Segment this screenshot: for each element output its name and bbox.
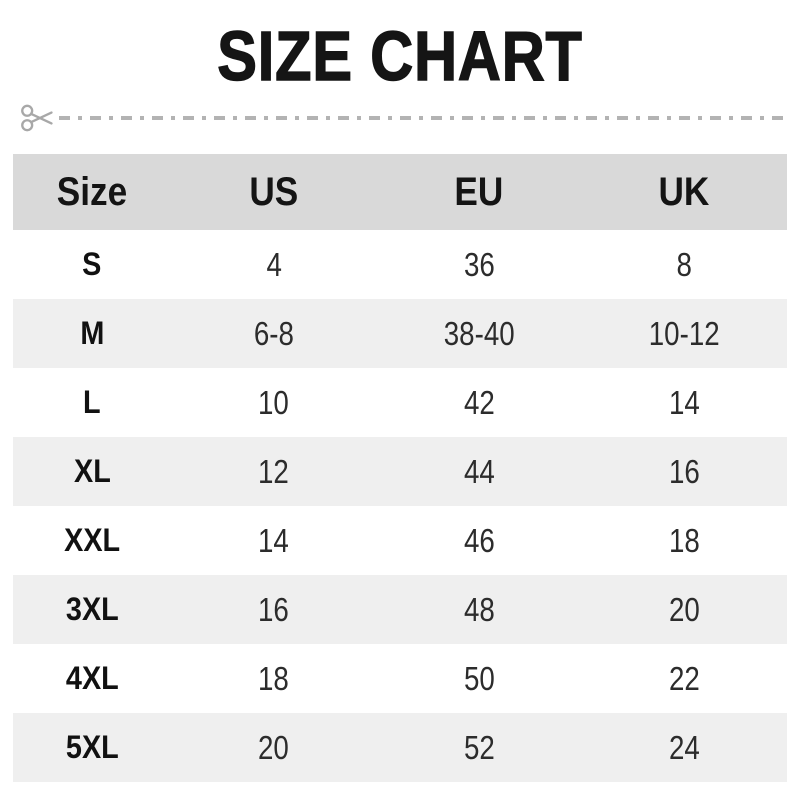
eu-value: 48 xyxy=(463,590,495,628)
column-header-eu: EU xyxy=(376,154,582,230)
size-label: S xyxy=(82,246,102,282)
table-row: S 4 36 8 xyxy=(13,230,787,299)
eu-value: 52 xyxy=(463,728,495,766)
uk-value: 18 xyxy=(668,521,700,559)
eu-value: 42 xyxy=(463,383,495,421)
us-value: 14 xyxy=(258,521,290,559)
page-title: SIZE CHART xyxy=(217,16,583,96)
us-value: 6-8 xyxy=(253,314,294,352)
eu-value: 38-40 xyxy=(443,314,515,352)
size-label: XL xyxy=(73,453,111,489)
table-row: M 6-8 38-40 10-12 xyxy=(13,299,787,368)
column-header-uk: UK xyxy=(581,154,787,230)
size-label: 5XL xyxy=(65,729,119,765)
size-label: 4XL xyxy=(65,660,119,696)
size-chart-page: SIZE CHART Size US EU UK S 4 36 xyxy=(0,16,800,800)
table-row: XXL 14 46 18 xyxy=(13,506,787,575)
eu-value: 44 xyxy=(463,452,495,490)
uk-value: 10-12 xyxy=(648,314,720,352)
us-value: 20 xyxy=(258,728,290,766)
us-value: 4 xyxy=(265,245,282,283)
eu-value: 50 xyxy=(463,659,495,697)
table-row: XL 12 44 16 xyxy=(13,437,787,506)
table-row: 4XL 18 50 22 xyxy=(13,644,787,713)
dash-dot-line xyxy=(59,116,788,120)
uk-value: 16 xyxy=(668,452,700,490)
size-label: 3XL xyxy=(65,591,119,627)
table-row: L 10 42 14 xyxy=(13,368,787,437)
uk-value: 22 xyxy=(668,659,700,697)
page-title-wrap: SIZE CHART xyxy=(0,16,800,96)
eu-value: 36 xyxy=(463,245,495,283)
uk-value: 24 xyxy=(668,728,700,766)
uk-value: 14 xyxy=(668,383,700,421)
column-header-us: US xyxy=(171,154,377,230)
us-value: 18 xyxy=(258,659,290,697)
uk-value: 8 xyxy=(676,245,693,283)
cut-line xyxy=(20,98,788,138)
size-label: L xyxy=(83,384,101,420)
us-value: 12 xyxy=(258,452,290,490)
table-row: 3XL 16 48 20 xyxy=(13,575,787,644)
table-row: 5XL 20 52 24 xyxy=(13,713,787,782)
uk-value: 20 xyxy=(668,590,700,628)
eu-value: 46 xyxy=(463,521,495,559)
us-value: 16 xyxy=(258,590,290,628)
column-header-size: Size xyxy=(13,154,172,230)
scissors-icon xyxy=(21,104,53,132)
size-chart-table: Size US EU UK S 4 36 8 M 6-8 38-40 10-12… xyxy=(13,154,787,782)
table-header-row: Size US EU UK xyxy=(13,154,787,230)
us-value: 10 xyxy=(258,383,290,421)
size-label: M xyxy=(80,315,105,351)
size-label: XXL xyxy=(64,522,121,558)
